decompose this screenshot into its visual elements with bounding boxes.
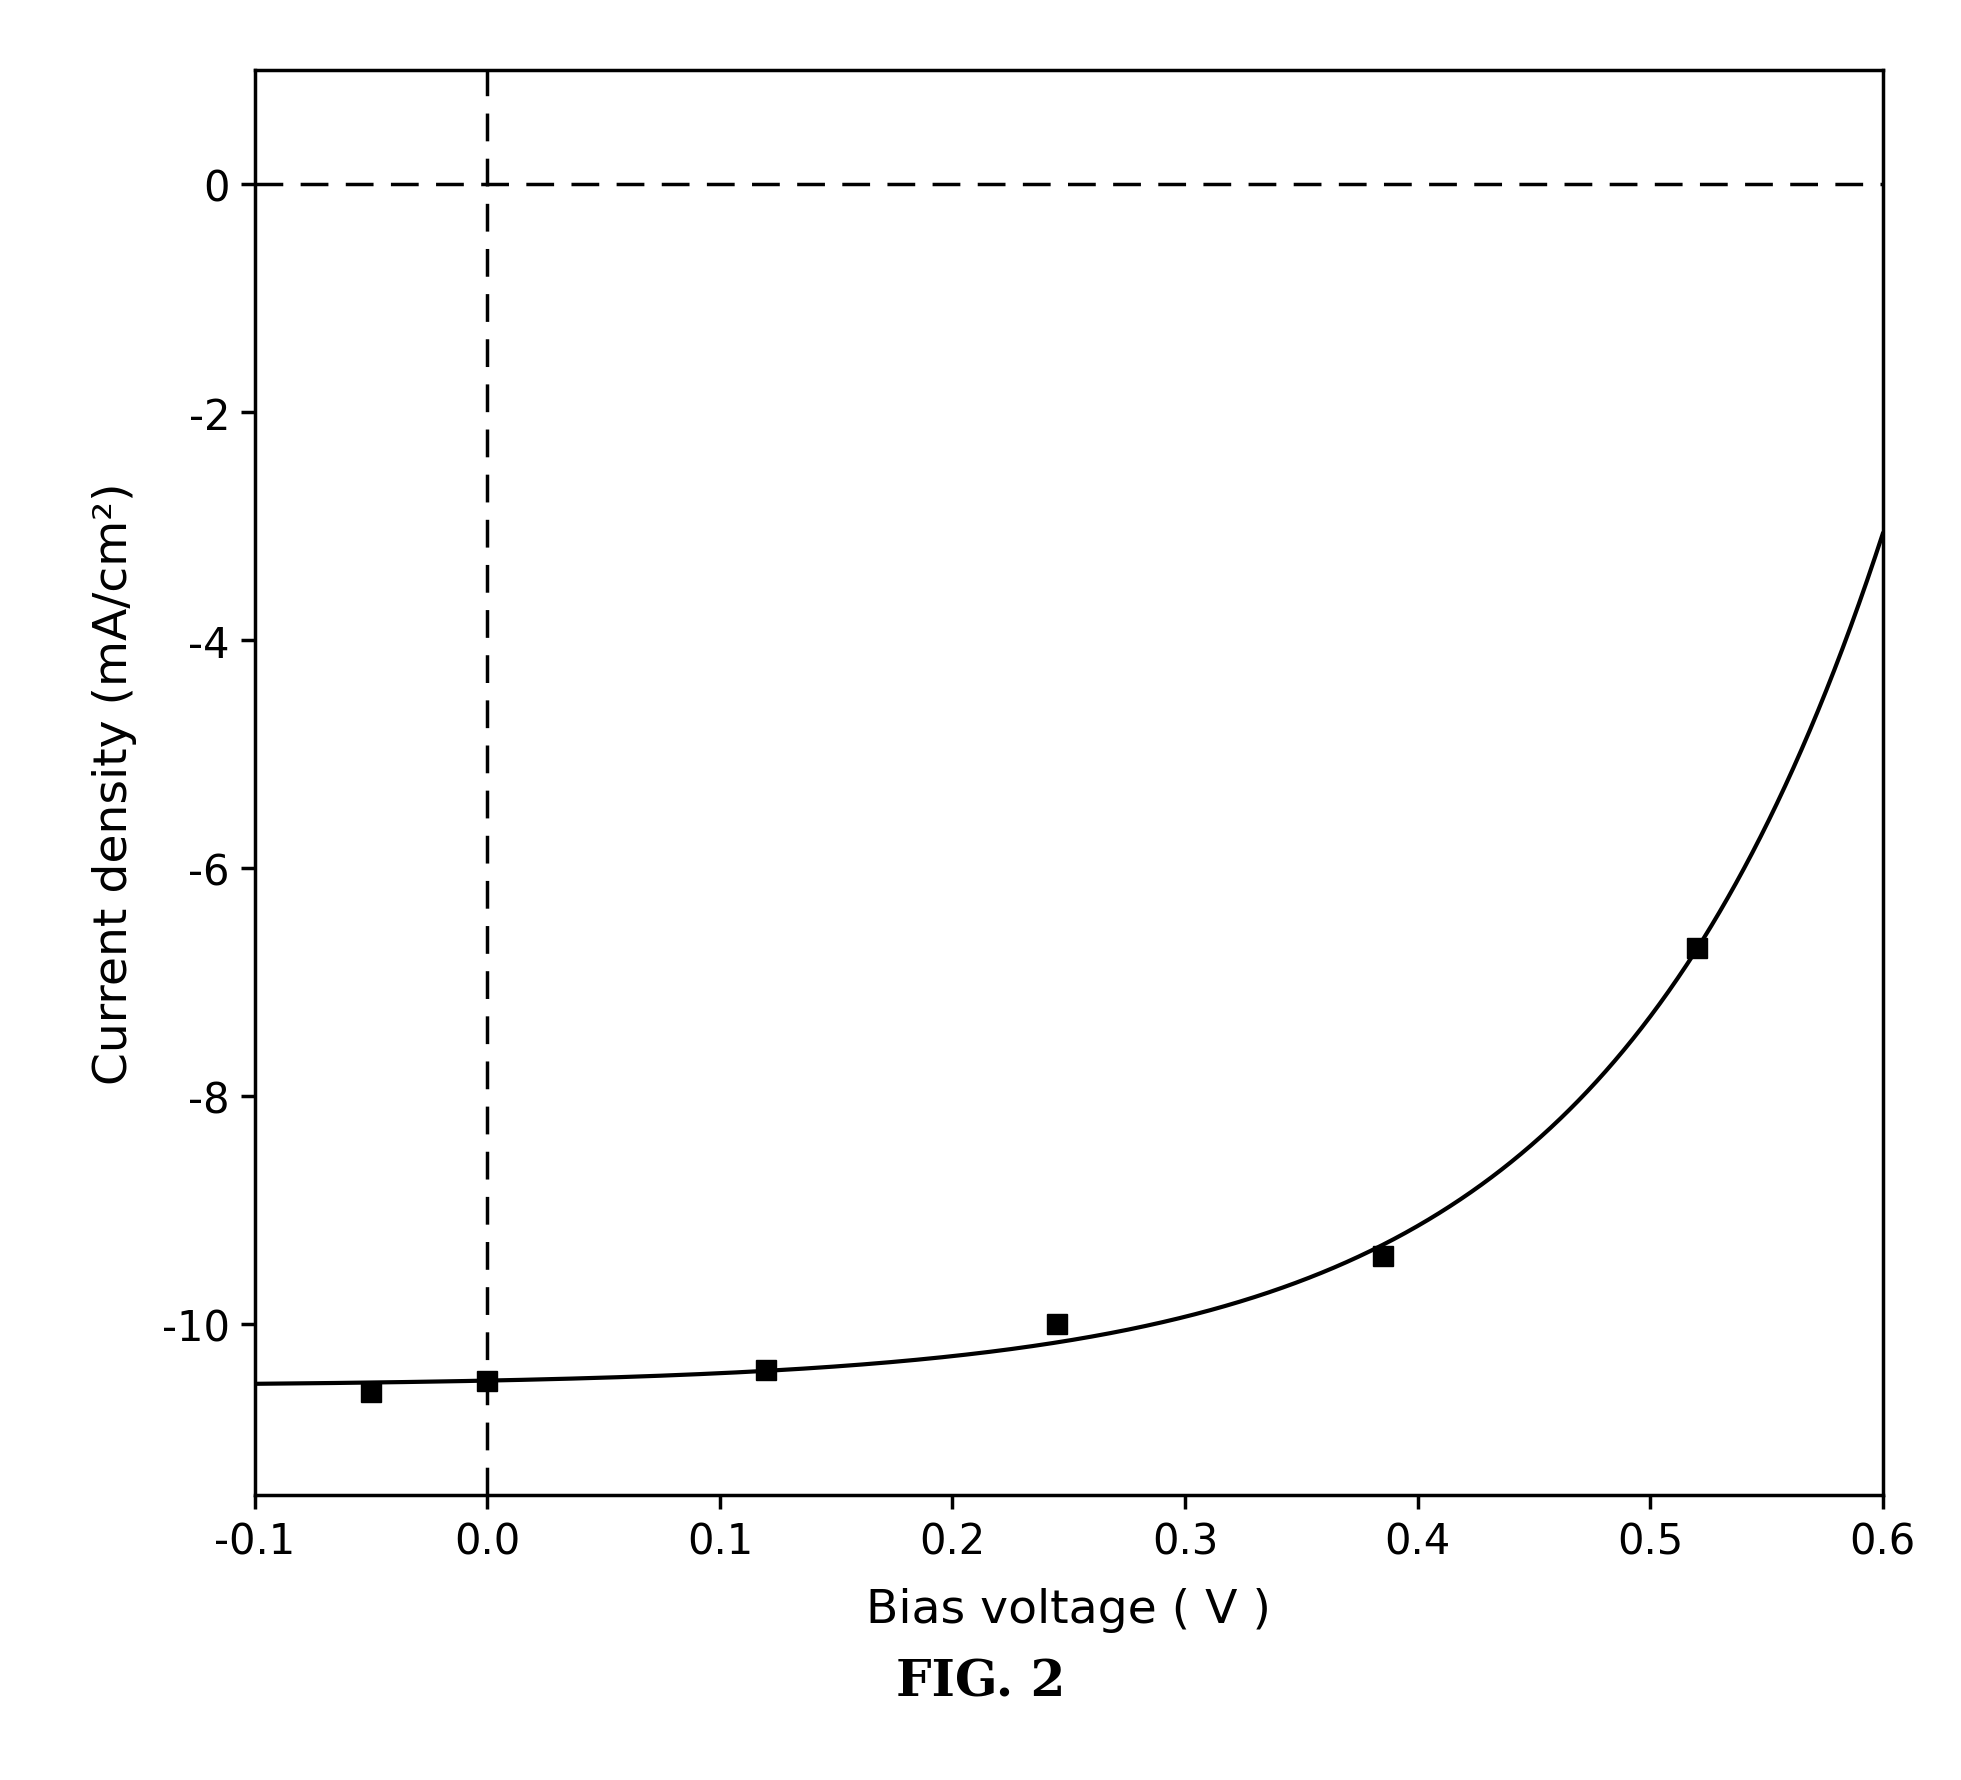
Y-axis label: Current density (mA/cm²): Current density (mA/cm²) [92, 482, 137, 1084]
X-axis label: Bias voltage ( V ): Bias voltage ( V ) [867, 1588, 1271, 1632]
Text: FIG. 2: FIG. 2 [896, 1657, 1065, 1707]
